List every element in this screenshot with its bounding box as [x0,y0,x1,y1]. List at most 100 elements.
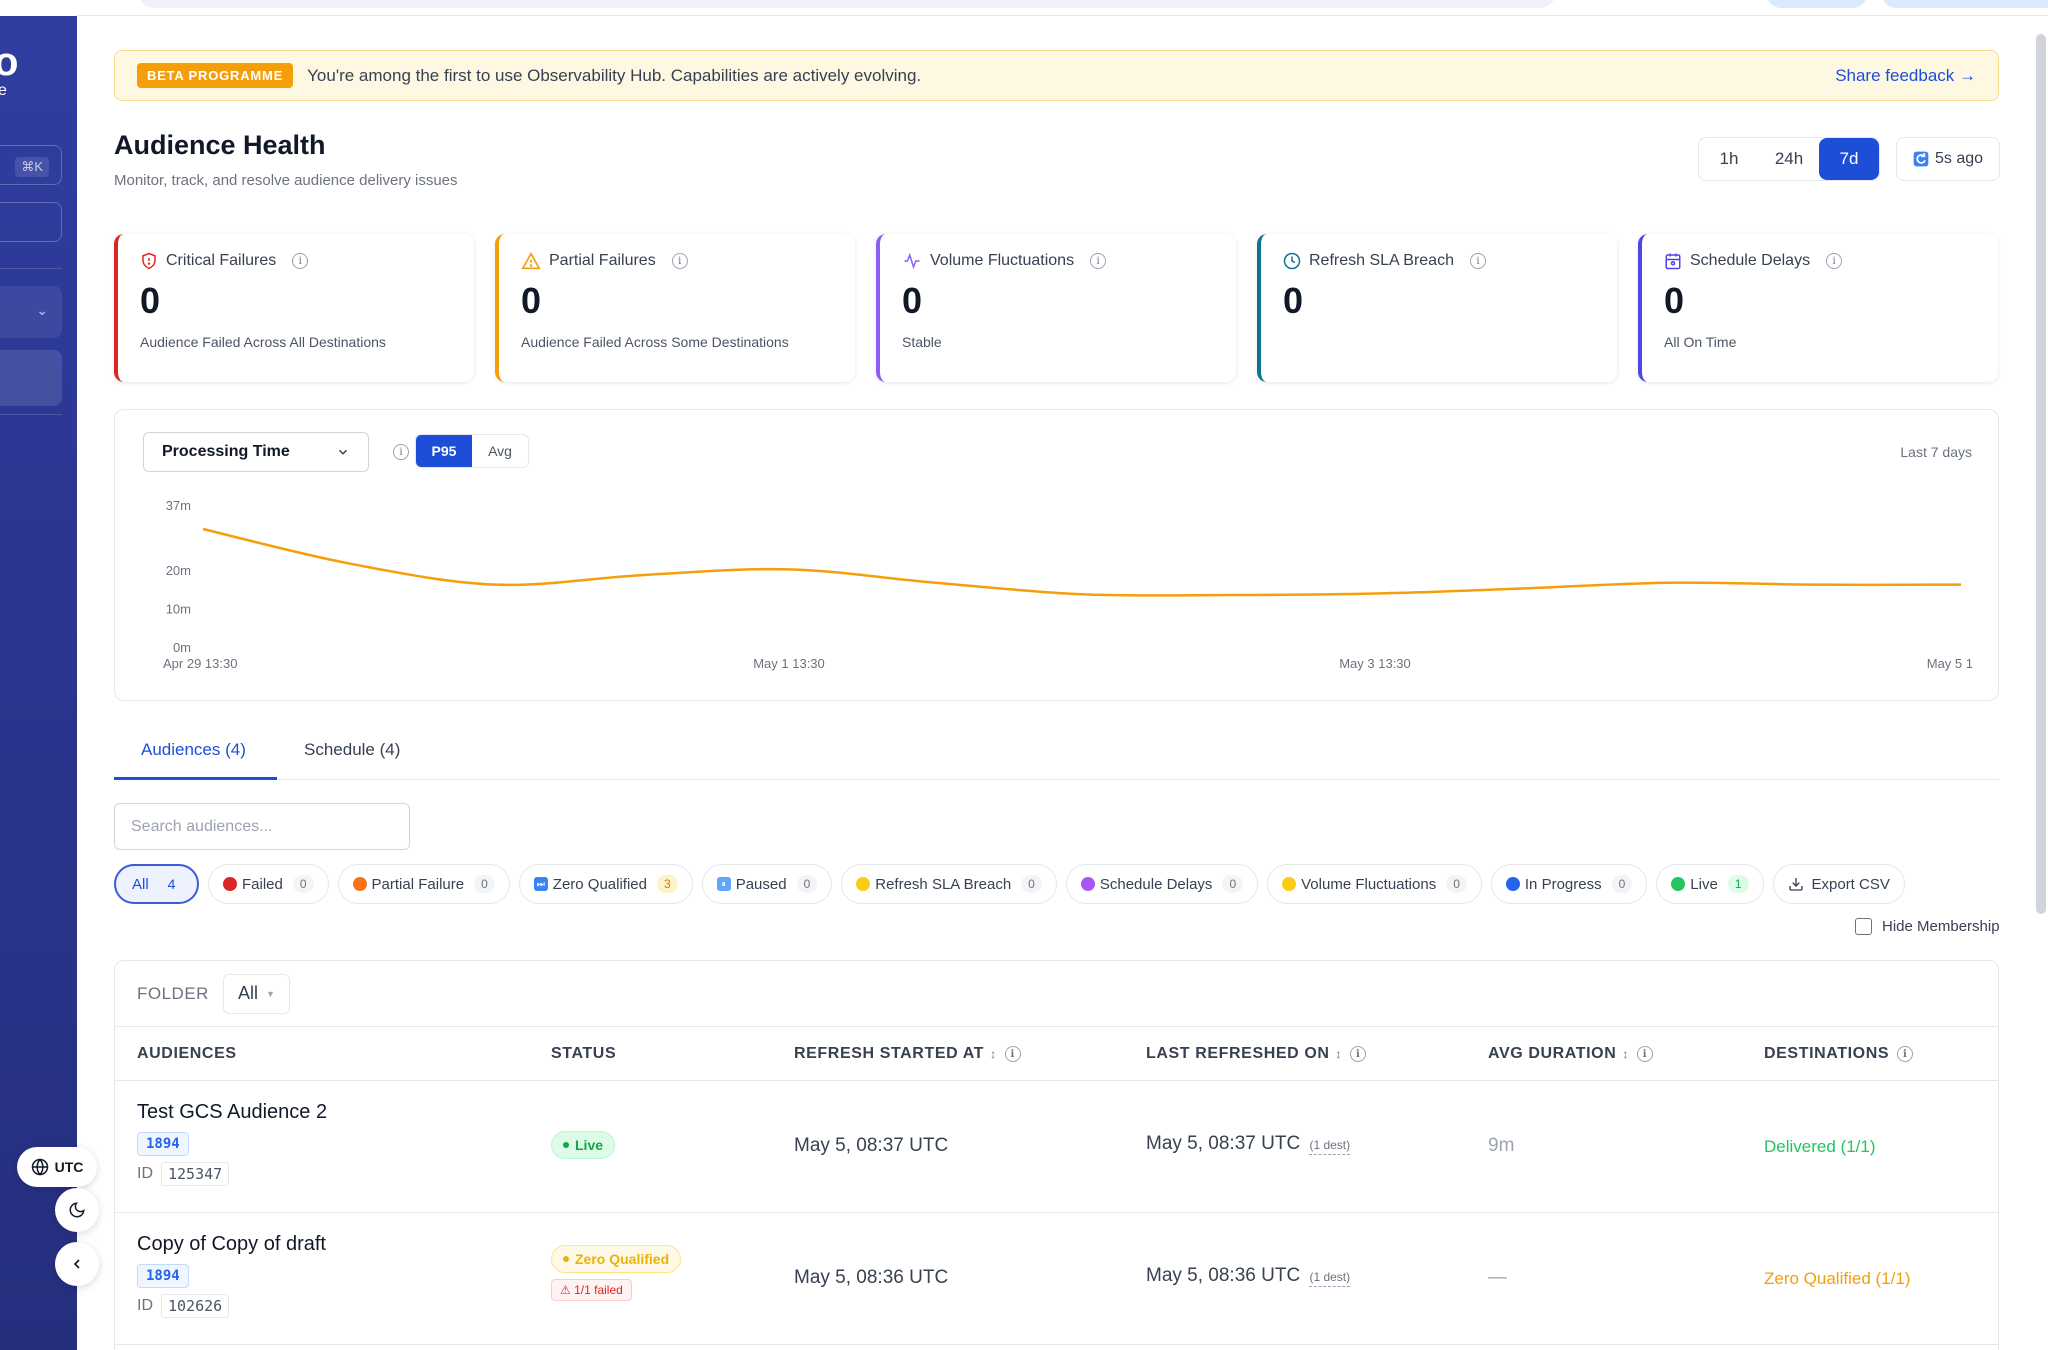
critical-failures-card[interactable]: Critical Failures i 0 Audience Failed Ac… [114,234,474,382]
theme-toggle-button[interactable] [55,1188,99,1232]
period-label: Last 7 days [1900,444,1972,460]
sidebar-item-active[interactable] [0,350,62,406]
avg-button[interactable]: Avg [488,443,512,459]
dest-count-note[interactable]: (1 dest) [1309,1270,1351,1287]
column-header-refresh-started[interactable]: REFRESH STARTED AT ↕ i [794,1027,1021,1081]
top-action-button-2[interactable] [1882,0,2048,8]
sort-icon[interactable]: ↕ [1335,1047,1343,1061]
column-header-last-refreshed[interactable]: LAST REFRESHED ON ↕ i [1146,1027,1367,1081]
volume-fluctuations-card[interactable]: Volume Fluctuations i 0 Stable [876,234,1236,382]
status-cell: Live [551,1131,616,1159]
column-label: STATUS [551,1045,617,1062]
timezone-button[interactable]: UTC [17,1147,97,1187]
filter-refresh-sla-breach-chip[interactable]: Refresh SLA Breach 0 [841,864,1057,904]
top-search-bar[interactable] [137,0,1557,8]
info-icon[interactable]: i [1004,1046,1021,1062]
filter-live-chip[interactable]: Live 1 [1656,864,1764,904]
audience-name[interactable]: Test GCS Audience 2 [137,1101,328,1123]
info-icon[interactable]: i [1897,1046,1914,1062]
range-1h-button[interactable]: 1h [1719,149,1739,168]
filter-zero-qualified-chip[interactable]: ⏭ Zero Qualified 3 [518,864,693,904]
info-icon[interactable]: i [1469,253,1486,269]
hide-membership-checkbox[interactable] [1855,918,1872,935]
skip-icon: ⏭ [533,877,548,891]
info-icon[interactable]: i [292,253,309,269]
metric-select[interactable]: Processing Time [143,432,369,472]
column-header-avg-duration[interactable]: AVG DURATION ↕ i [1488,1027,1653,1081]
folder-select[interactable]: All ▼ [222,973,290,1014]
share-feedback-link[interactable]: Share feedback → [1835,65,1976,85]
sort-icon[interactable]: ↕ [990,1047,997,1061]
chip-label: Paused [735,875,787,893]
filter-volume-fluctuations-chip[interactable]: Volume Fluctuations 0 [1267,864,1482,904]
hide-membership-label: Hide Membership [1882,918,2000,935]
table-header: AUDIENCES STATUS REFRESH STARTED AT ↕ i LA… [115,1027,1998,1081]
failed-count-tag[interactable]: ⚠ 1/1 failed [551,1279,632,1301]
tab-audiences[interactable]: Audiences (4) [114,730,277,780]
info-icon[interactable]: i [1637,1046,1653,1062]
scrollbar-thumb[interactable] [2036,34,2046,914]
card-title: Partial Failures [549,252,656,269]
schedule-delays-card[interactable]: Schedule Delays i 0 All On Time [1638,234,1998,382]
chip-count: 1 [1727,875,1749,893]
chip-count: 0 [474,875,495,893]
info-icon[interactable]: i [1826,253,1843,269]
blue-dot-icon [1505,877,1520,891]
dest-count-note[interactable]: (1 dest) [1309,1138,1351,1155]
sort-icon[interactable]: ↕ [1622,1047,1629,1061]
column-label: DESTINATIONS [1764,1045,1890,1062]
column-header-destinations[interactable]: DESTINATIONS i [1764,1027,1914,1081]
destinations-cell[interactable]: Delivered (1/1) [1764,1137,1876,1156]
sidebar-search[interactable]: ⌘K [0,145,62,185]
card-title: Schedule Delays [1690,252,1811,269]
tab-schedule[interactable]: Schedule (4) [304,740,401,759]
sidebar-item-expandable[interactable]: ⌄ [0,286,62,338]
folder-filter-row: FOLDER All ▼ [115,961,1998,1027]
export-csv-button[interactable]: Export CSV [1772,864,1905,904]
status-badge: Zero Qualified [551,1245,682,1273]
collapse-sidebar-button[interactable] [55,1242,99,1286]
card-value: 0 [521,280,542,321]
chip-label: Zero Qualified [552,875,647,893]
info-icon[interactable]: i [393,444,409,460]
top-action-button[interactable] [1767,0,1867,8]
range-24h-button[interactable]: 24h [1774,149,1804,168]
sidebar-divider [0,268,62,269]
sidebar-selector[interactable] [0,202,62,242]
audience-name[interactable]: Copy of Copy of draft [137,1233,326,1255]
warning-triangle-icon [521,252,541,270]
purple-dot-icon [1080,877,1095,891]
partial-failures-card[interactable]: Partial Failures i 0 Audience Failed Acr… [495,234,855,382]
table-row[interactable]: Copy of Copy of draft 1894 ID 102626 Zer… [115,1213,1998,1345]
info-icon[interactable]: i [1350,1046,1367,1062]
shortcut-hint: ⌘K [15,157,49,177]
filter-paused-chip[interactable]: ⏸ Paused 0 [701,864,833,904]
hide-membership-toggle[interactable]: Hide Membership [1855,918,2000,935]
filter-schedule-delays-chip[interactable]: Schedule Delays 0 [1065,864,1259,904]
filter-failed-chip[interactable]: Failed 0 [208,864,329,904]
column-header-status[interactable]: STATUS [551,1027,616,1081]
x-tick-label: May 5 1 [1927,656,1973,671]
filter-partial-failure-chip[interactable]: Partial Failure 0 [337,864,510,904]
info-icon[interactable]: i [1090,253,1107,269]
last-refreshed-value: May 5, 08:37 UTC [1146,1133,1301,1154]
info-icon[interactable]: i [671,253,688,269]
chip-label: All [132,875,149,893]
filter-in-progress-chip[interactable]: In Progress 0 [1490,864,1648,904]
status-cell: Zero Qualified ⚠ 1/1 failed [551,1245,682,1301]
red-dot-icon [223,877,237,891]
range-7d-button[interactable]: 7d [1819,138,1879,180]
search-audiences-input[interactable] [114,803,410,850]
refresh-sla-breach-card[interactable]: Refresh SLA Breach i 0 [1257,234,1617,382]
refresh-button[interactable]: 5s ago [1896,137,2000,181]
destinations-cell[interactable]: Zero Qualified (1/1) [1764,1269,1911,1288]
scrollbar[interactable] [2034,16,2048,1350]
table-row[interactable]: Test GCS Audience 2 1894 ID 125347 Live … [115,1081,1998,1213]
column-label: REFRESH STARTED AT [794,1045,985,1062]
top-bar [77,0,2048,16]
filter-all-chip[interactable]: All 4 [114,864,199,904]
card-description: All On Time [1664,334,1737,350]
caret-down-icon: ▼ [265,988,275,999]
column-header-audiences[interactable]: AUDIENCES [137,1027,237,1081]
p95-button[interactable]: P95 [416,435,472,467]
